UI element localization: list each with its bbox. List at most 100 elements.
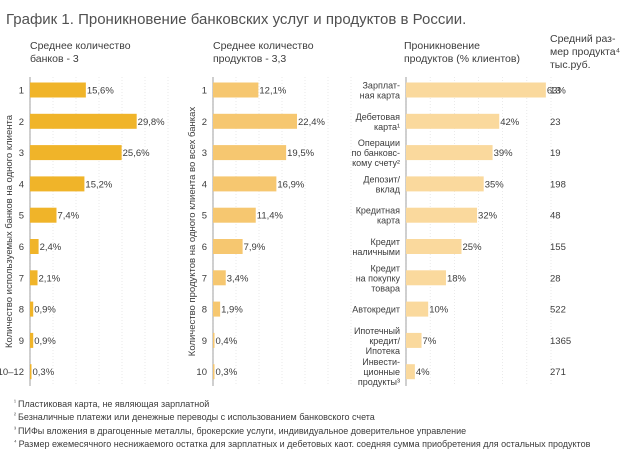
penetration-bar-label-5: 32% <box>478 211 498 222</box>
products-bar-4 <box>213 176 277 192</box>
penetration-category-4-line-1: Депозит/ <box>363 174 400 184</box>
penetration-bar-label-2: 42% <box>500 117 520 128</box>
banks-bar-9 <box>30 332 34 348</box>
penetration-bar-7 <box>406 270 446 286</box>
footnote-3-text: ПИФы вложения в драгоценные металлы, бро… <box>18 425 467 436</box>
penetration-category-7-line-1: Кредит <box>371 263 400 273</box>
penetration-bar-label-3: 39% <box>494 148 514 159</box>
penetration-bar-label-1: 63% <box>547 86 567 97</box>
penetration-category-10-line-2: ционные <box>363 367 400 377</box>
products-category-1: 1 <box>202 86 207 97</box>
products-bar-label-7: 3,4% <box>227 273 249 284</box>
penetration-bar-8 <box>406 301 429 317</box>
penetration-bar-label-4: 35% <box>485 179 505 190</box>
banks-bar-8 <box>30 301 34 317</box>
products-bar-label-8: 1,9% <box>221 305 243 316</box>
products-category-10: 10 <box>196 367 207 378</box>
footnote-4: ⁴ Размер ежемесячного неснижаемого остатк… <box>14 437 614 450</box>
penetration-panel-title-line-2: продуктов (% клиентов) <box>404 53 520 65</box>
products-bar-label-6: 7,9% <box>244 242 266 253</box>
penetration-category-7-line-3: товара <box>371 283 400 293</box>
banks-bar-label-4: 15,2% <box>85 179 112 190</box>
penetration-category-9-line-1: Ипотечный <box>354 326 400 336</box>
penetration-bar-10 <box>406 364 415 380</box>
banks-panel-title-line-2: банков - 3 <box>30 53 79 65</box>
footnote-4-text: Размер ежемесячного неснижаемого остатка… <box>18 439 591 450</box>
products-bar-label-10: 0,3% <box>216 367 238 378</box>
banks-category-8: 8 <box>19 305 24 316</box>
penetration-bar-4 <box>406 176 484 192</box>
products-category-5: 5 <box>202 211 207 222</box>
avg-size-value-8: 522 <box>550 305 566 316</box>
products-category-9: 9 <box>202 336 207 347</box>
penetration-category-1-line-1: Зарплат- <box>363 81 401 91</box>
penetration-category-3-line-2: по банковс- <box>351 148 400 158</box>
avg-size-value-10: 271 <box>550 367 566 378</box>
banks-bar-label-10: 0,3% <box>33 367 55 378</box>
products-category-2: 2 <box>202 117 207 128</box>
footnote-4-number: ⁴ <box>14 440 17 447</box>
products-bar-2 <box>213 113 297 129</box>
products-panel-title-line-1: Среднее количество <box>213 40 314 52</box>
penetration-bar-6 <box>406 239 462 254</box>
penetration-bar-3 <box>406 145 493 161</box>
avg-size-value-6: 155 <box>550 242 566 253</box>
banks-bar-label-6: 2,4% <box>40 242 62 253</box>
banks-bar-label-2: 29,8% <box>138 117 165 128</box>
banks-bar-7 <box>30 270 38 286</box>
banks-bar-label-9: 0,9% <box>34 336 56 347</box>
products-bar-7 <box>213 270 226 286</box>
banks-bar-label-3: 25,6% <box>123 148 150 159</box>
avg-size-column-title-line-1: Средний раз- <box>550 33 616 45</box>
penetration-category-1-line-2: ная карта <box>360 91 400 101</box>
products-category-3: 3 <box>202 148 207 159</box>
banks-bar-4 <box>30 176 85 192</box>
products-bar-3 <box>213 145 287 161</box>
products-bar-label-9: 0,4% <box>216 336 238 347</box>
banks-bar-10 <box>30 364 32 380</box>
penetration-category-2-line-2: карта¹ <box>374 122 400 132</box>
products-bar-6 <box>213 239 243 254</box>
penetration-category-7-line-2: на покупку <box>356 273 401 283</box>
footnote-2: ² Безналичные платежи или денежные перево… <box>14 410 614 423</box>
banks-category-3: 3 <box>19 148 24 159</box>
footnote-1: ¹ Пластиковая карта, не являющая зарплатн… <box>14 397 614 410</box>
footnote-1-number: ¹ <box>14 400 16 406</box>
banks-category-2: 2 <box>19 117 24 128</box>
banks-panel-title-line-1: Среднее количество <box>30 40 131 52</box>
avg-size-value-5: 48 <box>550 211 561 222</box>
products-category-7: 7 <box>202 273 207 284</box>
penetration-category-5-line-1: Кредитная <box>356 206 400 216</box>
penetration-category-2-line-1: Дебетовая <box>356 112 400 122</box>
banks-bar-3 <box>30 145 122 161</box>
avg-size-column-title-line-3: тыс.руб. <box>550 59 591 71</box>
penetration-bar-9 <box>406 332 422 348</box>
footnote-2-number: ² <box>14 413 16 420</box>
footnotes: ¹ Пластиковая карта, не являющая зарплатн… <box>14 397 614 451</box>
avg-size-column-title-line-2: мер продукта⁴, <box>550 46 620 58</box>
penetration-category-6-line-2: наличными <box>352 247 400 257</box>
avg-size-value-9: 1365 <box>550 336 571 347</box>
products-bar-5 <box>213 207 256 223</box>
products-category-6: 6 <box>202 242 207 253</box>
banks-category-9: 9 <box>19 336 24 347</box>
banks-category-6: 6 <box>19 242 24 253</box>
footnote-2-text: Безналичные платежи или денежные перевод… <box>18 412 375 423</box>
banks-category-5: 5 <box>19 211 24 222</box>
products-bar-label-4: 16,9% <box>277 179 304 190</box>
banks-bar-label-1: 15,6% <box>87 86 114 97</box>
penetration-category-9-line-3: Ипотека <box>366 346 400 356</box>
banks-category-4: 4 <box>19 179 24 190</box>
products-bar-label-1: 12,1% <box>259 86 286 97</box>
avg-size-value-1: 13 <box>550 86 561 97</box>
banks-bar-label-8: 0,9% <box>34 305 56 316</box>
avg-size-value-4: 198 <box>550 179 566 190</box>
products-bar-label-5: 11,4% <box>257 211 284 222</box>
banks-bar-label-7: 2,1% <box>39 273 61 284</box>
products-bar-10 <box>213 364 215 380</box>
avg-size-value-7: 28 <box>550 273 561 284</box>
penetration-category-8-line-1: Автокредит <box>352 305 400 315</box>
banks-bar-2 <box>30 113 137 129</box>
penetration-bar-label-10: 4% <box>416 367 430 378</box>
